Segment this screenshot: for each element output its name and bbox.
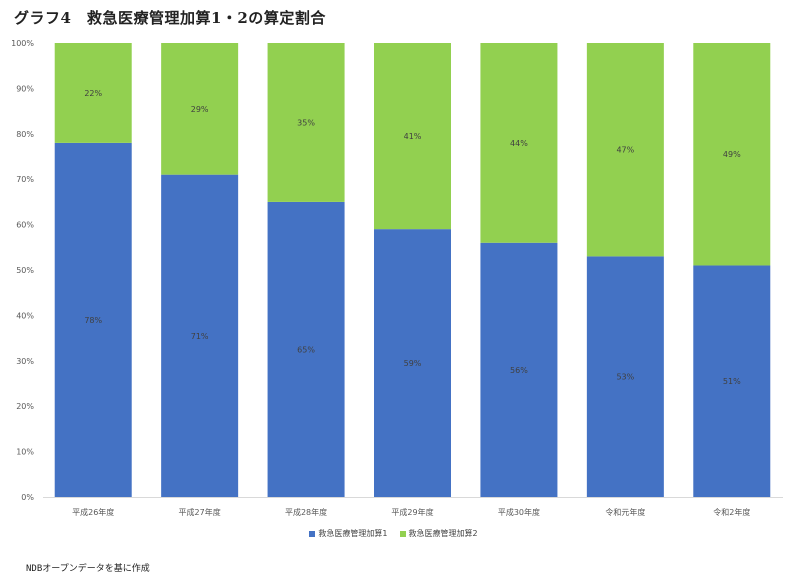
y-tick-label: 60% — [16, 221, 34, 230]
y-tick-label: 100% — [11, 39, 34, 48]
bar-series2 — [161, 43, 239, 175]
x-tick-label: 令和2年度 — [713, 507, 750, 517]
x-tick-label: 平成28年度 — [285, 507, 327, 517]
bar-series1 — [586, 256, 664, 497]
x-tick-label: 令和元年度 — [605, 507, 645, 517]
data-label-series1: 51% — [723, 377, 741, 386]
data-label-series2: 35% — [297, 118, 315, 127]
chart-legend: 救急医療管理加算1 救急医療管理加算2 — [0, 528, 787, 539]
y-tick-label: 0% — [21, 493, 34, 502]
y-tick-label: 40% — [16, 311, 34, 320]
y-tick-label: 20% — [16, 402, 34, 411]
y-tick-label: 70% — [16, 175, 34, 184]
bar-series2 — [374, 43, 451, 230]
x-tick-label: 平成30年度 — [498, 507, 540, 517]
y-tick-label: 80% — [16, 130, 34, 139]
y-tick-label: 50% — [16, 266, 34, 275]
legend-swatch-series2 — [399, 530, 406, 537]
data-label-series2: 41% — [404, 132, 422, 141]
bar-series1 — [480, 242, 558, 497]
chart-title: グラフ4 救急医療管理加算1・2の算定割合 — [14, 9, 326, 27]
data-label-series2: 44% — [510, 139, 528, 148]
data-label-series1: 65% — [297, 345, 315, 354]
data-label-series1: 56% — [510, 366, 528, 375]
bar-series2 — [54, 43, 132, 143]
data-label-series1: 78% — [84, 316, 102, 325]
x-tick-label: 平成26年度 — [72, 507, 114, 517]
legend-item-series2: 救急医療管理加算2 — [399, 528, 478, 539]
legend-item-series1: 救急医療管理加算1 — [309, 528, 388, 539]
data-label-series1: 59% — [404, 359, 422, 368]
data-label-series2: 47% — [616, 146, 634, 155]
bar-series1 — [374, 229, 451, 497]
legend-label-series2: 救急医療管理加算2 — [408, 529, 478, 538]
bar-series2 — [267, 43, 345, 202]
bar-series2 — [480, 43, 558, 243]
y-tick-label: 10% — [16, 448, 34, 457]
data-label-series1: 71% — [191, 332, 209, 341]
bar-series1 — [54, 142, 132, 497]
y-tick-label: 90% — [16, 84, 34, 93]
bar-series1 — [161, 174, 239, 497]
data-label-series2: 49% — [723, 150, 741, 159]
bar-series2 — [693, 43, 771, 266]
data-label-series1: 53% — [616, 373, 634, 382]
source-note: NDBオープンデータを基に作成 — [26, 564, 150, 574]
bar-series1 — [267, 201, 345, 497]
bar-series1 — [693, 265, 771, 497]
x-tick-label: 平成27年度 — [179, 507, 221, 517]
legend-swatch-series1 — [309, 530, 316, 537]
y-tick-label: 30% — [16, 357, 34, 366]
data-label-series2: 22% — [84, 89, 102, 98]
data-label-series2: 29% — [191, 105, 209, 114]
x-tick-label: 平成29年度 — [391, 507, 433, 517]
legend-label-series1: 救急医療管理加算1 — [318, 529, 388, 538]
bar-series2 — [586, 43, 664, 257]
